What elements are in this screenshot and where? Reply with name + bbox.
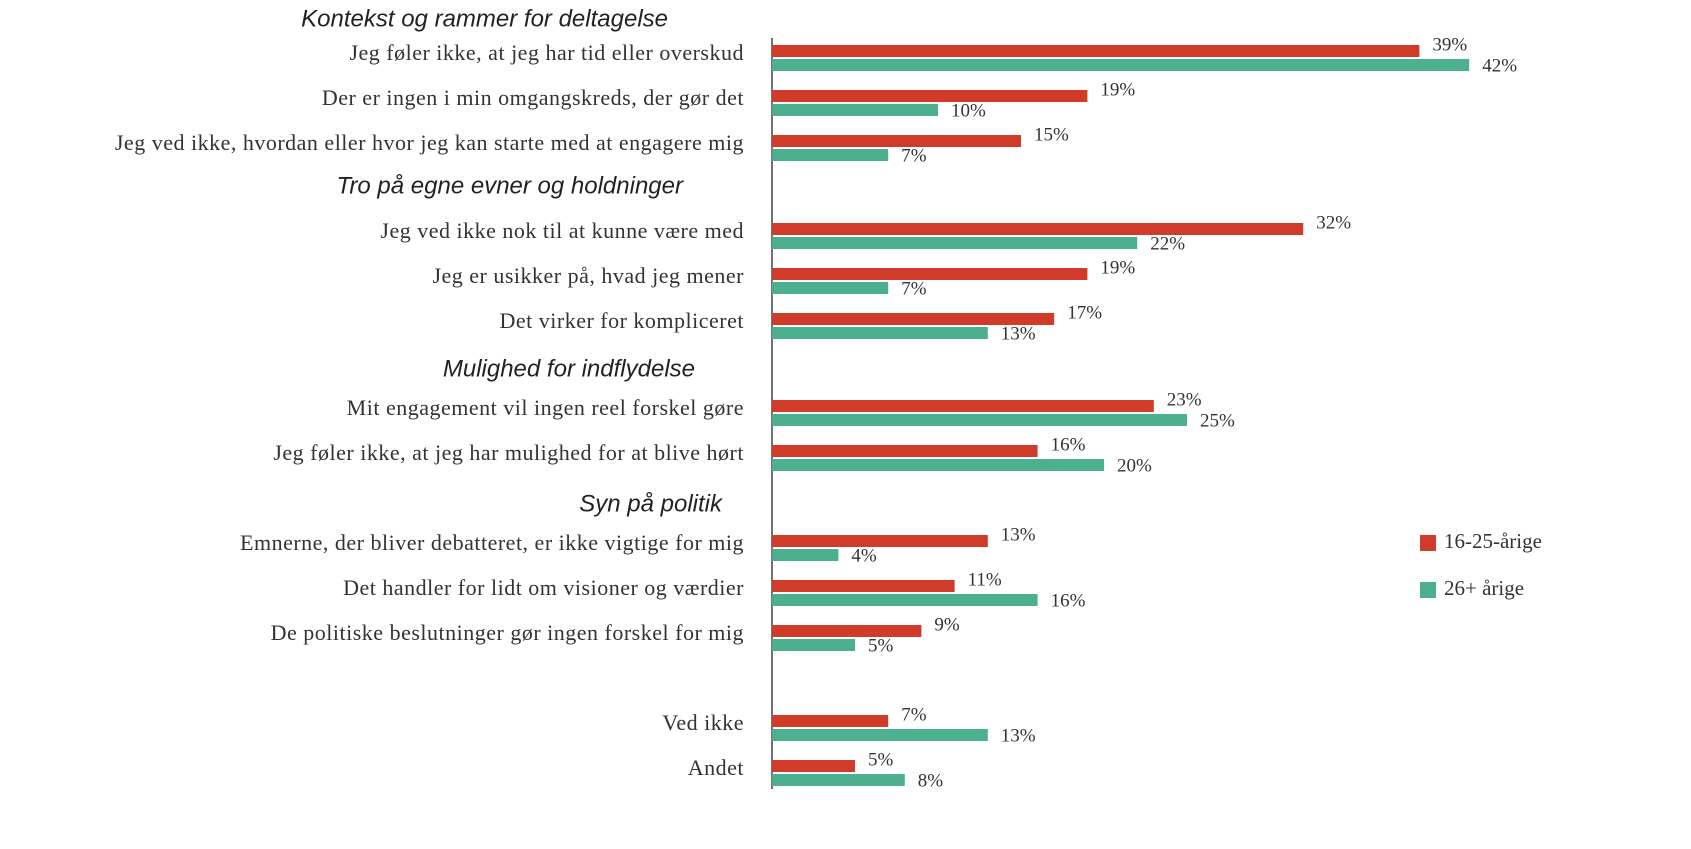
value-label: 10%: [951, 100, 986, 121]
bar: [772, 268, 1088, 280]
value-label: 39%: [1432, 34, 1467, 55]
value-label: 7%: [901, 704, 927, 725]
bar: [772, 282, 889, 294]
section-title: Mulighed for indflydelse: [443, 355, 695, 382]
bar: [772, 639, 855, 651]
value-label: 8%: [918, 770, 944, 791]
value-label: 19%: [1100, 79, 1135, 100]
category-label: Det virker for kompliceret: [499, 308, 744, 333]
bar: [772, 774, 905, 786]
value-label: 32%: [1316, 212, 1351, 233]
category-label: Andet: [688, 755, 744, 780]
bar: [772, 45, 1420, 57]
value-label: 5%: [868, 749, 894, 770]
category-label: Mit engagement vil ingen reel forskel gø…: [347, 395, 744, 420]
category-label: Ved ikke: [662, 710, 744, 735]
value-label: 9%: [934, 614, 960, 635]
value-label: 7%: [901, 278, 927, 299]
value-label: 13%: [1001, 323, 1036, 344]
value-label: 42%: [1482, 55, 1517, 76]
value-label: 15%: [1034, 124, 1069, 145]
legend-label: 16-25-årige: [1444, 529, 1542, 553]
value-label: 25%: [1200, 410, 1235, 431]
legend-swatch: [1420, 582, 1436, 598]
value-label: 16%: [1051, 590, 1086, 611]
category-label: Jeg ved ikke nok til at kunne være med: [380, 218, 744, 243]
bar: [772, 594, 1038, 606]
bar: [772, 149, 889, 161]
category-label: Emnerne, der bliver debatteret, er ikke …: [240, 530, 744, 555]
value-label: 16%: [1051, 434, 1086, 455]
bar: [772, 549, 839, 561]
bar: [772, 135, 1021, 147]
value-label: 13%: [1001, 725, 1036, 746]
category-label: Jeg ved ikke, hvordan eller hvor jeg kan…: [115, 130, 744, 155]
bar: [772, 104, 938, 116]
bar: [772, 414, 1187, 426]
bar: [772, 237, 1138, 249]
bar: [772, 445, 1038, 457]
category-label: Jeg er usikker på, hvad jeg mener: [432, 263, 744, 288]
bar: [772, 625, 922, 637]
bar: [772, 59, 1470, 71]
section-title: Syn på politik: [579, 490, 724, 517]
value-label: 4%: [851, 545, 877, 566]
bar: [772, 715, 889, 727]
bar: [772, 760, 855, 772]
section-title: Tro på egne evner og holdninger: [337, 172, 684, 199]
section-title: Kontekst og rammer for deltagelse: [301, 5, 668, 32]
value-label: 22%: [1150, 233, 1185, 254]
category-label: Jeg føler ikke, at jeg har mulighed for …: [273, 440, 744, 465]
bar: [772, 400, 1154, 412]
bar: [772, 459, 1104, 471]
category-label: Der er ingen i min omgangskreds, der gør…: [322, 85, 744, 110]
value-label: 17%: [1067, 302, 1102, 323]
category-label: Det handler for lidt om visioner og værd…: [343, 575, 744, 600]
bar: [772, 535, 988, 547]
value-label: 13%: [1001, 524, 1036, 545]
bar: [772, 90, 1088, 102]
bar: [772, 327, 988, 339]
category-label: Jeg føler ikke, at jeg har tid eller ove…: [349, 40, 744, 65]
legend-swatch: [1420, 535, 1436, 551]
value-label: 11%: [968, 569, 1002, 590]
value-label: 20%: [1117, 455, 1152, 476]
legend-label: 26+ årige: [1444, 576, 1524, 600]
bar: [772, 729, 988, 741]
value-label: 5%: [868, 635, 894, 656]
value-label: 23%: [1167, 389, 1202, 410]
value-label: 19%: [1100, 257, 1135, 278]
category-label: De politiske beslutninger gør ingen fors…: [271, 620, 744, 645]
value-label: 7%: [901, 145, 927, 166]
bar: [772, 313, 1055, 325]
bar: [772, 223, 1304, 235]
bar: [772, 580, 955, 592]
